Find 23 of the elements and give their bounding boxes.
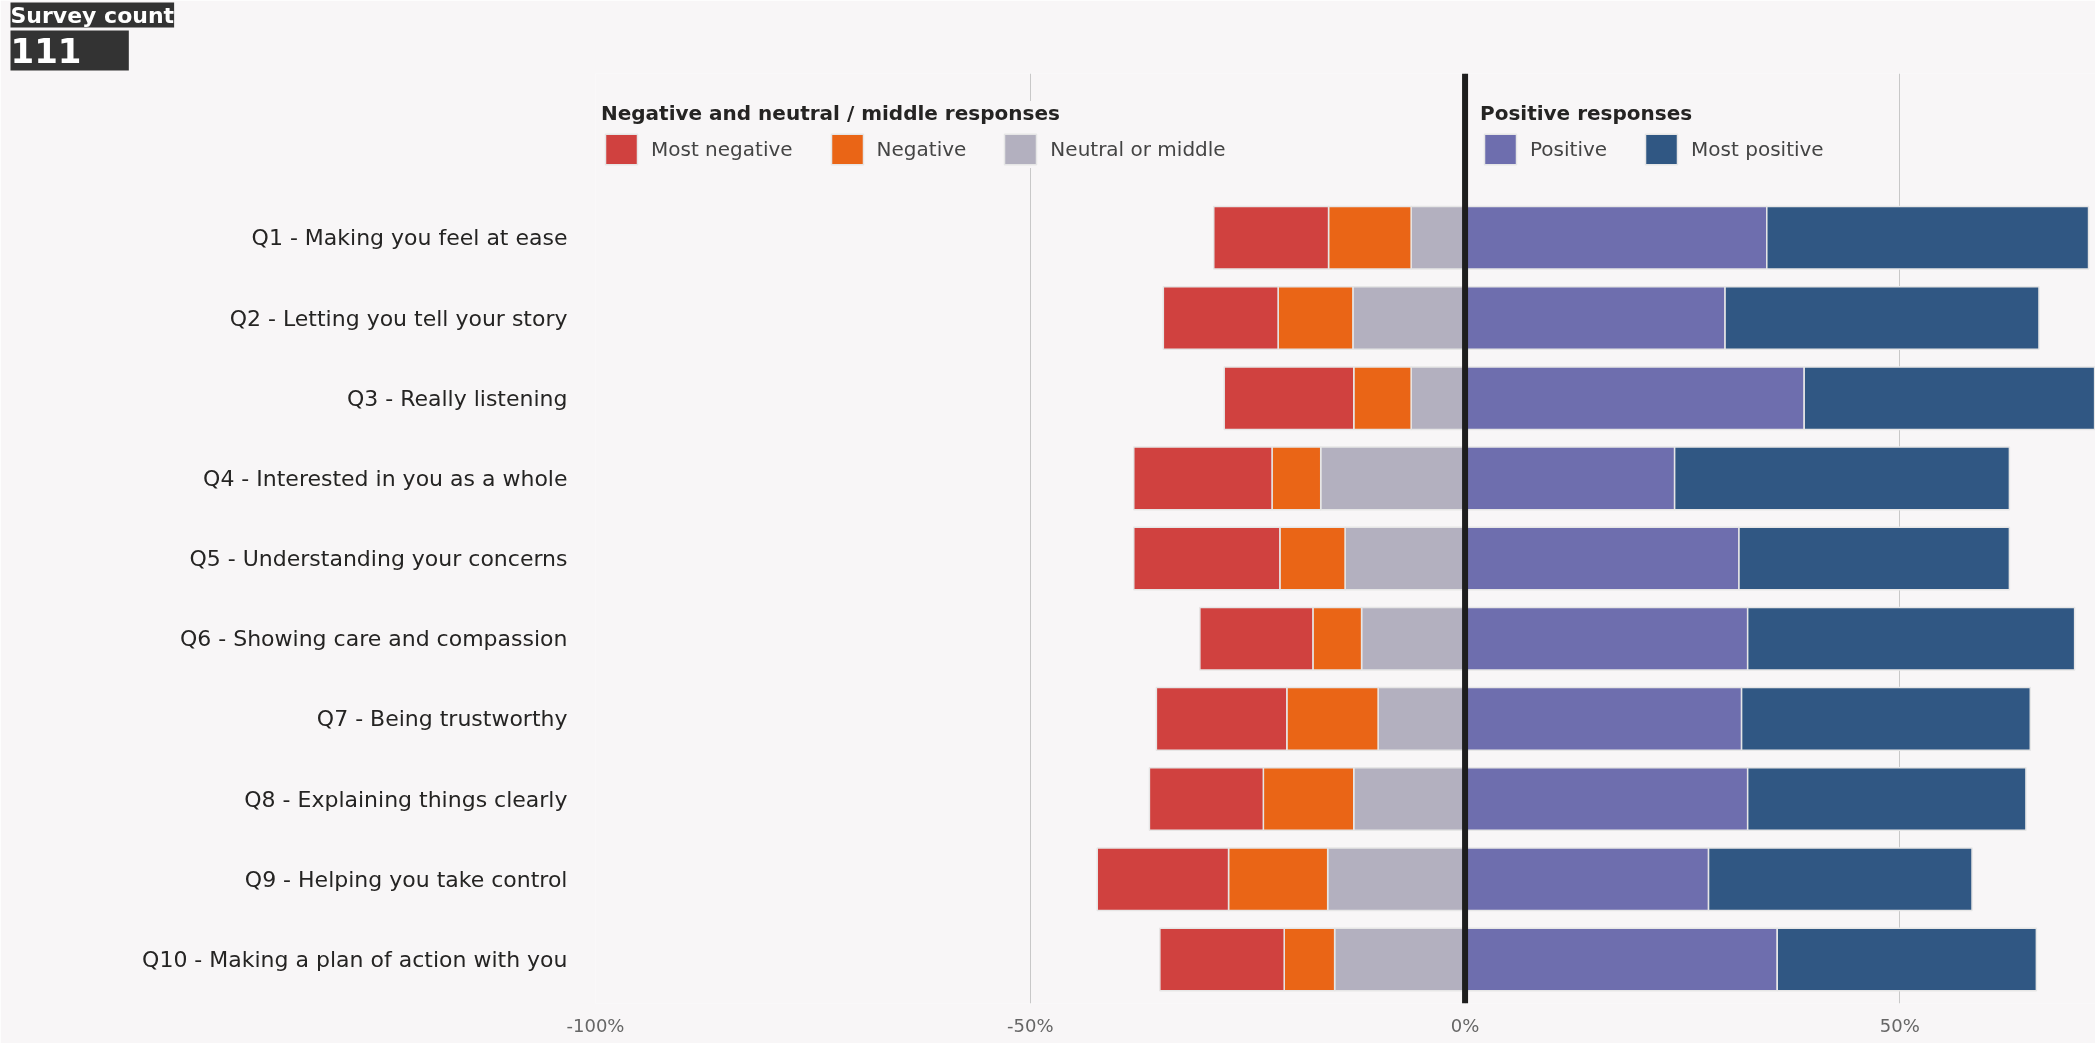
y-tick-label: Q1 - Making you feel at ease <box>251 225 568 251</box>
text: Positive responses <box>1480 101 1694 125</box>
y-tick-label: Q10 - Making a plan of action with you <box>142 946 568 972</box>
y-tick-label: Q2 - Letting you tell your story <box>229 305 568 331</box>
y-tick-label: Q7 - Being trustworthy <box>316 706 568 732</box>
text: Survey count <box>10 2 175 28</box>
y-tick-label: Q8 - Explaining things clearly <box>244 786 568 812</box>
y-tick-label: Q4 - Interested in you as a whole <box>203 465 568 491</box>
legend-label: Positive <box>1530 137 1608 161</box>
y-tick-label: Q5 - Understanding your concerns <box>189 546 568 572</box>
text: 111 <box>10 30 82 71</box>
x-tick-label: -100% <box>566 1014 625 1036</box>
legend-title: Negative and neutral / middle responses <box>601 101 1061 125</box>
legend-label: Neutral or middle <box>1050 137 1226 161</box>
y-tick-label: Q6 - Showing care and compassion <box>179 626 568 652</box>
x-tick-label: -50% <box>1007 1014 1054 1036</box>
y-tick-label: Q3 - Really listening <box>346 385 568 411</box>
y-tick-label: Q9 - Helping you take control <box>244 866 568 892</box>
x-tick-label: 50% <box>1879 1014 1920 1036</box>
legend-label: Most positive <box>1691 137 1824 161</box>
legend-label: Most negative <box>651 137 793 161</box>
x-tick-label: 0% <box>1450 1014 1480 1036</box>
legend-label: Negative <box>876 137 967 161</box>
